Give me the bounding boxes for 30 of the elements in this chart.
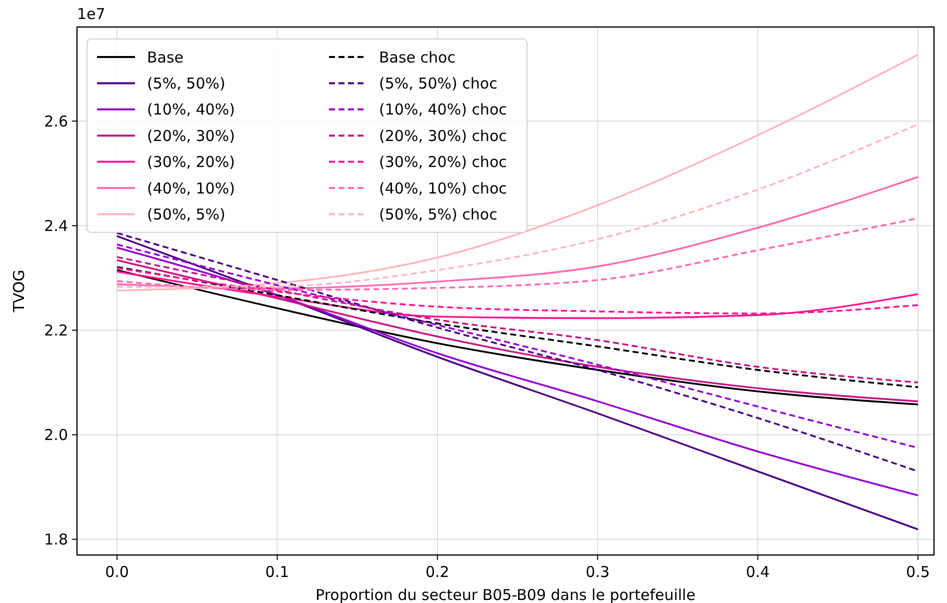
- legend-label: (10%, 40%) choc: [379, 100, 507, 119]
- legend-label: (40%, 10%) choc: [379, 179, 507, 198]
- legend-label: (20%, 30%) choc: [379, 126, 507, 145]
- line-series: [116, 235, 919, 530]
- legend-label: (5%, 50%) choc: [379, 74, 498, 92]
- x-tick-label: 0.4: [746, 563, 770, 581]
- legend-label: (30%, 20%): [147, 153, 235, 172]
- x-tick-label: 0.2: [425, 563, 450, 581]
- y-tick-label: 1.8: [44, 530, 68, 549]
- y-tick-label: 2.2: [44, 321, 68, 340]
- x-axis-title: Proportion du secteur B05-B09 dans le portefeuille: [316, 586, 696, 603]
- legend-label: Base choc: [379, 48, 456, 66]
- legend-label: Base: [147, 48, 184, 66]
- y-axis-title: TVOG: [10, 270, 28, 314]
- legend-label: (50%, 5%): [147, 205, 226, 224]
- legend-label: (50%, 5%) choc: [379, 205, 498, 224]
- legend-label: (10%, 40%): [147, 100, 235, 119]
- text: 1e7: [77, 5, 106, 23]
- legend-label: (20%, 30%): [147, 126, 235, 145]
- y-tick-label: 2.6: [44, 112, 68, 130]
- x-tick-label: 0.5: [906, 563, 930, 581]
- legend-label: (40%, 10%): [147, 179, 235, 198]
- legend-label: (30%, 20%) choc: [379, 153, 507, 172]
- x-tick-label: 0.3: [586, 563, 610, 581]
- x-tick-label: 0.1: [265, 563, 290, 581]
- y-tick-label: 2.0: [44, 426, 68, 444]
- legend-label: (5%, 50%): [147, 74, 226, 92]
- y-tick-label: 2.4: [44, 216, 68, 235]
- x-tick-label: 0.0: [105, 563, 129, 581]
- line-series: [116, 176, 919, 290]
